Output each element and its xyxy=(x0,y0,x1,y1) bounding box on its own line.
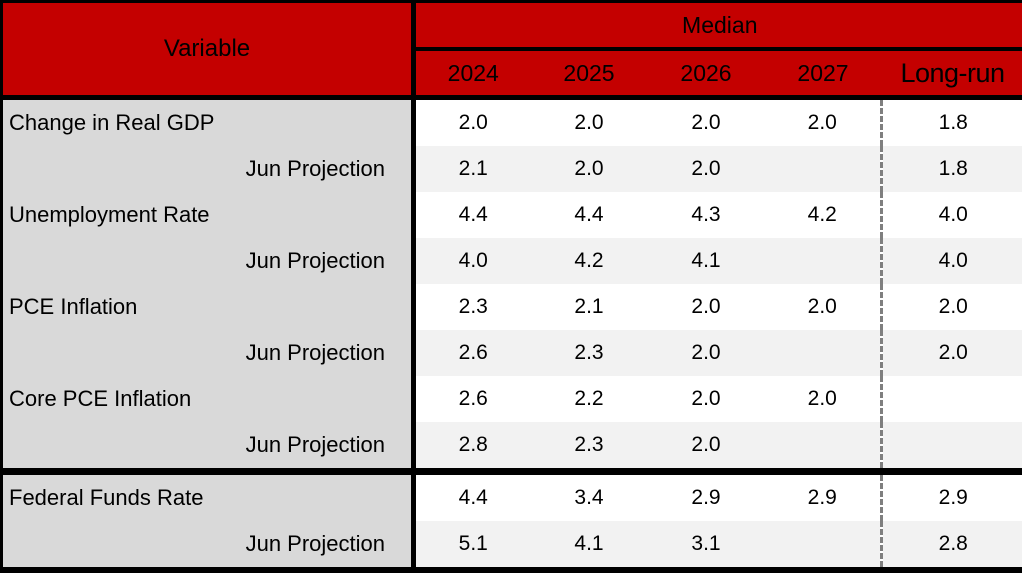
value-cell: 2.0 xyxy=(765,284,882,330)
value-cell: 4.2 xyxy=(531,238,648,284)
value-cell: 2.0 xyxy=(648,98,765,147)
value-cell: 2.0 xyxy=(648,422,765,472)
year-column-header-2027: 2027 xyxy=(765,49,882,98)
value-cell: 2.9 xyxy=(648,472,765,522)
longrun-value-cell: 1.8 xyxy=(882,146,1022,192)
longrun-value-cell: 1.8 xyxy=(882,98,1022,147)
year-column-header-2026: 2026 xyxy=(648,49,765,98)
value-cell: 3.4 xyxy=(531,472,648,522)
longrun-value-cell: 2.8 xyxy=(882,521,1022,570)
value-cell: 2.2 xyxy=(531,376,648,422)
variable-column-header: Variable xyxy=(2,2,414,98)
value-cell: 2.6 xyxy=(414,376,531,422)
variable-cell: PCE Inflation xyxy=(2,284,414,330)
value-cell: 2.0 xyxy=(531,146,648,192)
variable-cell: Unemployment Rate xyxy=(2,192,414,238)
variable-cell: Jun Projection xyxy=(2,330,414,376)
value-cell xyxy=(765,422,882,472)
value-cell: 2.6 xyxy=(414,330,531,376)
value-cell: 4.0 xyxy=(414,238,531,284)
value-cell: 4.1 xyxy=(648,238,765,284)
longrun-value-cell xyxy=(882,376,1022,422)
header-row-top: Variable Median xyxy=(2,2,1022,50)
value-cell: 2.1 xyxy=(414,146,531,192)
value-cell: 4.4 xyxy=(414,192,531,238)
value-cell: 2.0 xyxy=(648,284,765,330)
longrun-value-cell: 4.0 xyxy=(882,192,1022,238)
variable-cell: Federal Funds Rate xyxy=(2,472,414,522)
value-cell xyxy=(765,238,882,284)
median-header: Median xyxy=(414,2,1022,50)
value-cell: 2.0 xyxy=(531,98,648,147)
value-cell xyxy=(765,146,882,192)
variable-cell: Change in Real GDP xyxy=(2,98,414,147)
value-cell: 4.4 xyxy=(414,472,531,522)
value-cell: 2.3 xyxy=(414,284,531,330)
value-cell: 2.3 xyxy=(531,422,648,472)
value-cell: 2.0 xyxy=(765,98,882,147)
value-cell: 2.0 xyxy=(648,330,765,376)
longrun-value-cell: 4.0 xyxy=(882,238,1022,284)
variable-cell: Jun Projection xyxy=(2,238,414,284)
longrun-value-cell: 2.0 xyxy=(882,284,1022,330)
value-cell: 4.3 xyxy=(648,192,765,238)
variable-cell: Core PCE Inflation xyxy=(2,376,414,422)
longrun-value-cell: 2.9 xyxy=(882,472,1022,522)
variable-cell: Jun Projection xyxy=(2,521,414,570)
value-cell: 2.0 xyxy=(414,98,531,147)
value-cell: 2.9 xyxy=(765,472,882,522)
value-cell: 2.3 xyxy=(531,330,648,376)
value-cell: 4.1 xyxy=(531,521,648,570)
longrun-column-header: Long-run xyxy=(882,49,1022,98)
year-column-header-2024: 2024 xyxy=(414,49,531,98)
variable-cell: Jun Projection xyxy=(2,422,414,472)
value-cell: 2.0 xyxy=(648,376,765,422)
value-cell: 2.0 xyxy=(765,376,882,422)
year-column-header-2025: 2025 xyxy=(531,49,648,98)
value-cell: 4.2 xyxy=(765,192,882,238)
value-cell xyxy=(765,521,882,570)
value-cell: 3.1 xyxy=(648,521,765,570)
value-cell: 2.0 xyxy=(648,146,765,192)
longrun-value-cell: 2.0 xyxy=(882,330,1022,376)
value-cell xyxy=(765,330,882,376)
value-cell: 5.1 xyxy=(414,521,531,570)
value-cell: 4.4 xyxy=(531,192,648,238)
value-cell: 2.1 xyxy=(531,284,648,330)
variable-cell: Jun Projection xyxy=(2,146,414,192)
table-header: Variable Median 2024 2025 2026 2027 Long… xyxy=(2,2,1022,98)
longrun-value-cell xyxy=(882,422,1022,472)
value-cell: 2.8 xyxy=(414,422,531,472)
